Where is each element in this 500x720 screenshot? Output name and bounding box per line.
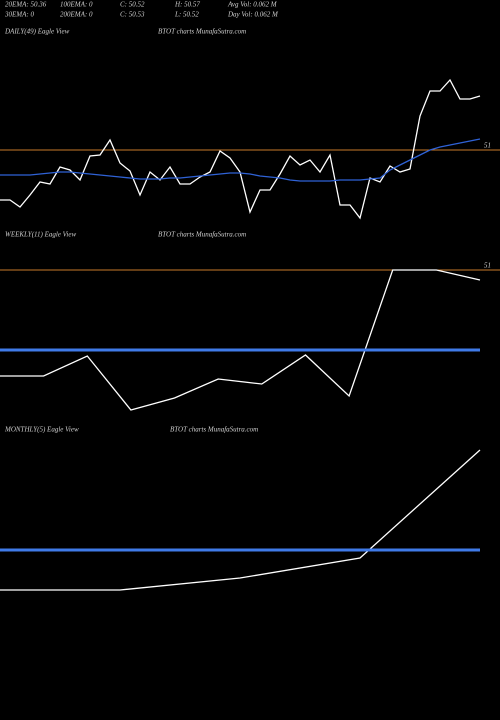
header-stat: Day Vol: 0.062 M — [227, 11, 279, 19]
price-line — [0, 269, 481, 411]
panel-subtitle: BTOT charts MunafaSutra.com — [170, 426, 258, 434]
y-tick-label: 51 — [484, 142, 491, 150]
header-stat: 20EMA: 50.36 — [5, 1, 47, 9]
price-line — [0, 449, 481, 591]
header-stat: 30EMA: 0 — [4, 11, 34, 19]
header-stat: C: 50.52 — [120, 1, 145, 9]
panel-title: WEEKLY(11) Eagle View — [5, 231, 76, 239]
header-stat: H: 50.57 — [174, 1, 200, 9]
header-stat: 100EMA: 0 — [60, 1, 93, 9]
header-stat: 200EMA: 0 — [60, 11, 93, 19]
y-tick-label: 51 — [484, 262, 491, 270]
panel-title: MONTHLY(5) Eagle View — [4, 426, 79, 434]
price-line — [0, 138, 481, 182]
panel-subtitle: BTOT charts MunafaSutra.com — [158, 28, 246, 36]
header-stat: L: 50.52 — [174, 11, 199, 19]
panel-subtitle: BTOT charts MunafaSutra.com — [158, 231, 246, 239]
header-stat: Avg Vol: 0.062 M — [227, 1, 278, 9]
panel-title: DAILY(49) Eagle View — [4, 28, 70, 36]
price-line — [0, 78, 481, 220]
header-stat: C: 50.53 — [120, 11, 145, 19]
